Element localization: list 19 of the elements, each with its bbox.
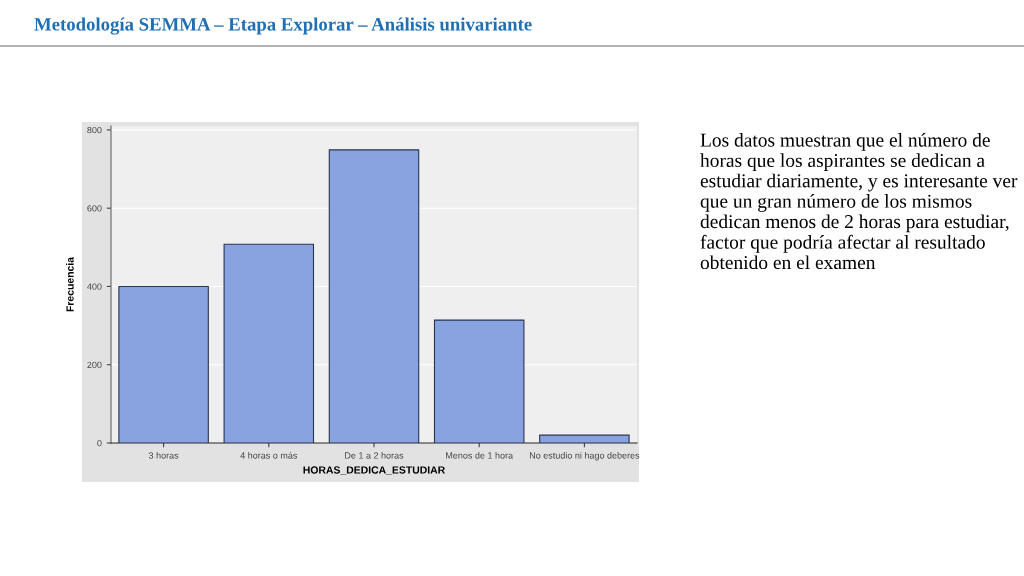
y-tick-label: 400 [87, 283, 102, 290]
x-axis-title: HORAS_DEDICA_ESTUDIAR [303, 466, 445, 475]
y-tick-label: 0 [97, 439, 102, 447]
chart-title: Metodología SEMMA – Etapa Explorar – Análisis univariante [34, 17, 532, 35]
y-axis-title: Frecuencia [66, 256, 74, 312]
bar [328, 149, 420, 443]
x-tick-label: 4 horas o más [240, 451, 298, 459]
x-tick-label: De 1 a 2 horas [345, 452, 404, 459]
bar [223, 243, 315, 443]
y-tick-label: 600 [87, 205, 102, 212]
y-tick-label: 800 [87, 126, 102, 134]
bar [539, 434, 630, 443]
x-tick-label: Menos de 1 hora [446, 452, 514, 459]
bar [118, 285, 209, 443]
bar [433, 319, 525, 443]
y-tick-label: 200 [87, 361, 102, 369]
text: Los datos muestran que el número de horas que los aspirantes se dedican a estudiar diariamente, y es interesante ver que un gran número de los mismos dedican menos de 2 horas para estudiar, factor que podría afectar al resultado obtenido en el examen [700, 133, 1018, 270]
x-tick-label: 3 horas [148, 452, 179, 459]
x-tick-label: No estudio ni hago deberes [529, 452, 640, 461]
